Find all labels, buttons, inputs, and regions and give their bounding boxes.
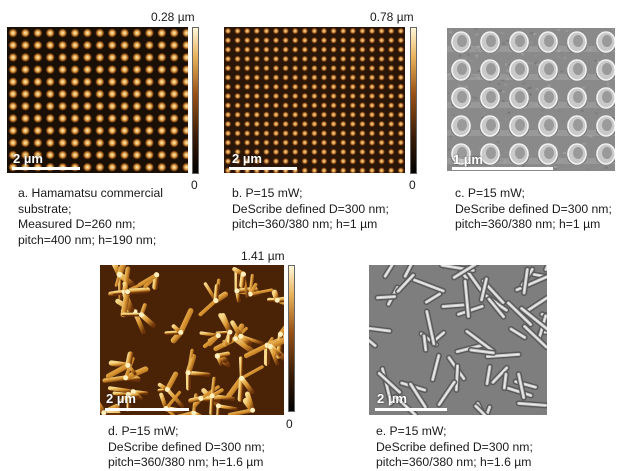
caption-d-line-1: d. P=15 mW; [108,424,179,438]
caption-b-line-1: b. P=15 mW; [232,186,303,200]
caption-c-line-3: pitch=360/380 nm; h=1 µm [455,217,601,231]
scalebar-label-a: 2 µm [13,151,43,166]
afm-image-d: 2 µm [100,265,284,415]
caption-e: e. P=15 mW; DeScribe defined D=300 nm; p… [376,424,533,471]
caption-a: a. Hamamatsu commercial substrate; Measu… [18,186,163,248]
scalebar-line-b [229,167,297,170]
scalebar-line-a [12,167,80,170]
colorbar-max-d: 1.41 µm [241,249,285,263]
caption-b-line-2: DeScribe defined D=300 nm; [232,201,389,216]
colorbar-min-d: 0 [286,417,293,431]
caption-d-line-2: DeScribe defined D=300 nm; [108,439,265,454]
sem-image-e: 2 µm [369,265,547,415]
caption-b: b. P=15 mW; DeScribe defined D=300 nm; p… [232,186,389,233]
caption-c-line-2: DeScribe defined D=300 nm; [455,201,612,216]
afm-dot-array-b [224,27,405,173]
caption-c-line-1: c. P=15 mW; [455,186,525,200]
colorbar-b [410,27,417,174]
caption-b-line-3: pitch=360/380 nm; h=1 µm [232,217,378,231]
sem-collapsed-pillars-e [369,265,547,415]
colorbar-a [192,27,199,174]
caption-d: d. P=15 mW; DeScribe defined D=300 nm; p… [108,424,265,471]
colorbar-min-b: 0 [409,178,416,192]
caption-d-line-3: pitch=360/380 nm; h=1.6 µm [108,455,264,469]
sem-pillars-c [447,28,615,171]
caption-e-line-2: DeScribe defined D=300 nm; [376,439,533,454]
caption-c: c. P=15 mW; DeScribe defined D=300 nm; p… [455,186,612,233]
scalebar-line-d [105,408,189,411]
scalebar-line-e [375,408,447,411]
caption-e-line-3: pitch=360/380 nm; h=1.6 µm [376,455,532,469]
caption-a-line-3: Measured D=260 nm; [18,217,136,231]
colorbar-d [288,265,295,412]
sem-image-c: 1 µm [447,28,615,171]
scalebar-label-b: 2 µm [232,151,262,166]
caption-a-line-2: substrate; [18,201,72,216]
colorbar-min-a: 0 [191,178,198,192]
colorbar-max-a: 0.28 µm [151,10,195,24]
scalebar-label-c: 1 µm [453,152,483,167]
caption-e-line-1: e. P=15 mW; [376,424,447,438]
colorbar-max-b: 0.78 µm [370,10,414,24]
scalebar-label-d: 2 µm [106,391,136,406]
afm-image-a: 2 µm [7,27,188,173]
afm-image-b: 2 µm [224,27,405,173]
caption-a-line-4: pitch=400 nm; h=190 nm; [18,232,157,247]
afm-collapsed-pillars-d [100,265,284,415]
scalebar-label-e: 2 µm [377,391,407,406]
scalebar-line-c [452,167,553,170]
caption-a-line-1: a. Hamamatsu commercial [18,186,163,200]
